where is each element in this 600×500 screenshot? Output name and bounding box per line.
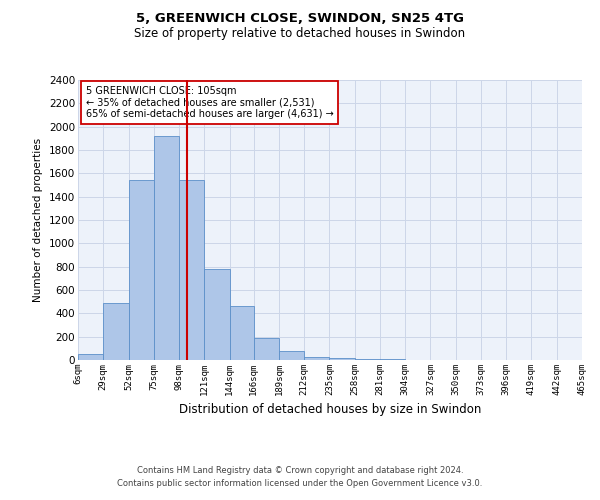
Bar xyxy=(103,303,128,360)
Bar xyxy=(78,354,103,360)
Bar xyxy=(128,180,154,360)
Text: 5 GREENWICH CLOSE: 105sqm
← 35% of detached houses are smaller (2,531)
65% of se: 5 GREENWICH CLOSE: 105sqm ← 35% of detac… xyxy=(86,86,334,119)
Bar xyxy=(154,136,179,360)
Bar xyxy=(279,350,304,360)
Bar xyxy=(179,180,204,360)
X-axis label: Distribution of detached houses by size in Swindon: Distribution of detached houses by size … xyxy=(179,404,481,416)
Y-axis label: Number of detached properties: Number of detached properties xyxy=(34,138,43,302)
Bar xyxy=(329,358,355,360)
Bar xyxy=(230,306,254,360)
Bar xyxy=(355,359,380,360)
Bar xyxy=(254,338,279,360)
Text: 5, GREENWICH CLOSE, SWINDON, SN25 4TG: 5, GREENWICH CLOSE, SWINDON, SN25 4TG xyxy=(136,12,464,26)
Bar xyxy=(304,356,329,360)
Text: Size of property relative to detached houses in Swindon: Size of property relative to detached ho… xyxy=(134,28,466,40)
Text: Contains HM Land Registry data © Crown copyright and database right 2024.
Contai: Contains HM Land Registry data © Crown c… xyxy=(118,466,482,487)
Bar xyxy=(204,269,230,360)
